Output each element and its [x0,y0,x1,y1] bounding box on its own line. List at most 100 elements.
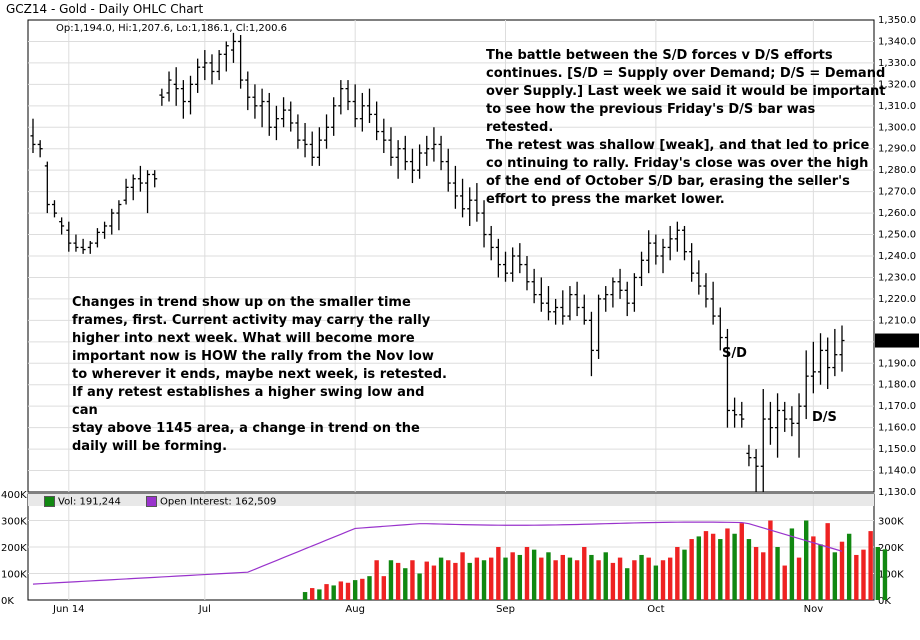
volume-bar [417,573,422,600]
volume-bar [882,549,888,600]
volume-bar [804,520,809,600]
volume-bar [868,531,873,600]
price-tick-label: 1,300.0 [878,122,916,133]
price-tick-label: 1,150.0 [878,444,916,455]
annotation-top: The battle between the S/D forces v D/S … [486,48,886,207]
volume-bar [703,531,709,600]
month-label: Aug [345,604,365,615]
volume-bar [474,557,480,600]
volume-bar [839,541,845,600]
volume-bar [403,568,408,600]
month-label: Jul [198,604,211,615]
volume-bar [667,557,673,600]
volume-bar [345,582,351,600]
price-tick-label: 1,260.0 [878,208,916,219]
volume-bar [467,562,472,600]
volume-bar [610,562,616,600]
volume-bar [431,565,437,600]
volume-bar [517,554,523,600]
volume-tick-label-left: 400K [1,490,27,501]
price-tick-label: 1,190.0 [878,358,916,369]
oi-legend: Open Interest: 162,509 [146,496,276,508]
volume-bar [739,523,744,600]
annotation-left: Changes in trend show up on the smaller … [72,295,447,454]
volume-bar [596,560,601,600]
last-price-box [875,333,919,348]
volume-tick-label-right: 200K [878,543,904,554]
volume-bar [660,560,666,600]
volume-bar [617,557,623,600]
volume-bar [775,547,780,600]
open-interest-line [32,521,843,585]
volume-header-bar [28,494,874,506]
price-tick-label: 1,210.0 [878,315,916,326]
volume-bar [582,547,587,600]
volume-bar [646,557,651,600]
volume-bar [753,547,759,600]
volume-bar [653,565,659,600]
volume-bar [503,557,508,600]
volume-bar [796,557,802,600]
volume-bar [460,552,465,600]
volume-bar [782,565,787,600]
price-tick-label: 1,330.0 [878,58,916,69]
volume-bar [410,560,415,600]
price-tick-label: 1,220.0 [878,294,916,305]
volume-bar [846,533,852,600]
price-tick-label: 1,230.0 [878,272,916,283]
volume-bar [589,554,594,600]
volume-bar [488,557,494,600]
volume-bar [710,533,716,600]
volume-bar [768,520,773,600]
volume-bar [574,560,580,600]
price-tick-label: 1,140.0 [878,466,916,477]
chart-title: GCZ14 - Gold - Daily OHLC Chart [6,2,204,16]
volume-readout: Vol: 191,244 [58,496,121,508]
volume-bar [338,581,344,600]
volume-bar [453,562,458,600]
volume-bar [625,568,630,600]
price-tick-label: 1,130.0 [878,487,916,498]
volume-tick-label-right: 100K [878,570,904,581]
volume-bar [352,580,358,600]
volume-bar [746,539,752,600]
price-tick-label: 1,180.0 [878,380,916,391]
volume-bar [324,584,329,600]
price-tick-label: 1,170.0 [878,401,916,412]
price-tick-label: 1,160.0 [878,423,916,434]
volume-bar [510,552,515,600]
volume-bar [632,560,637,600]
price-tick-label: 1,310.0 [878,101,916,112]
volume-bar [832,552,838,600]
volume-bar [331,585,336,600]
volume-bar [689,539,694,600]
volume-bar [531,549,537,600]
volume-bar [560,554,565,600]
volume-swatch-icon [44,496,55,507]
volume-bar [675,547,680,600]
month-label: Oct [647,604,664,615]
volume-bar [553,560,558,600]
volume-bar [374,560,379,600]
volume-tick-label-right: 0K [878,596,891,607]
volume-bar [603,552,608,600]
volume-bar [388,560,394,600]
volume-bar [567,557,573,600]
volume-bar [446,560,451,600]
volume-bar [732,533,737,600]
volume-bar [360,578,365,600]
volume-bar [825,523,830,600]
volume-bar [861,549,866,600]
volume-bar [310,588,315,600]
volume-bar [854,554,859,600]
volume-bar [875,547,880,600]
volume-bar [761,552,766,600]
volume-bar [381,576,387,600]
volume-legend: Vol: 191,244 [44,496,121,508]
price-tick-label: 1,280.0 [878,165,916,176]
price-tick-label: 1,240.0 [878,251,916,262]
volume-bar [546,552,551,600]
oi-swatch-icon [146,496,157,507]
month-label: Nov [804,604,824,615]
volume-bar [302,592,308,600]
